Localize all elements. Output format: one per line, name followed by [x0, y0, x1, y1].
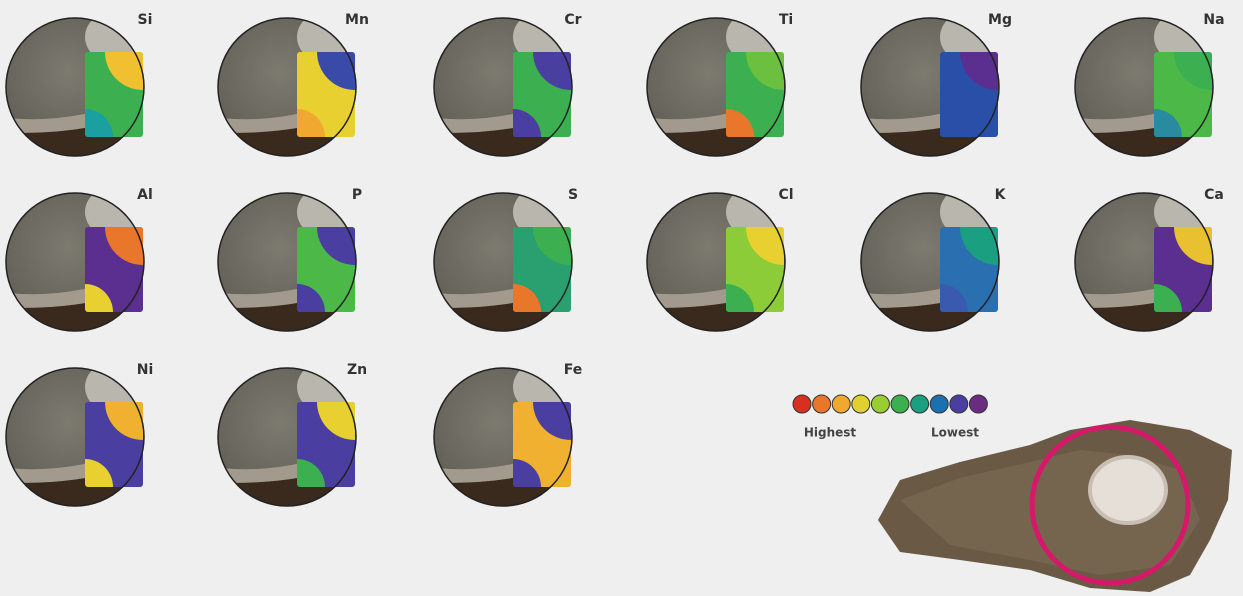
- map-border: [217, 17, 357, 157]
- map-blob: [105, 52, 143, 90]
- map-raster: [85, 227, 143, 312]
- legend-swatch: [851, 394, 871, 414]
- map-raster: [1154, 227, 1212, 312]
- map-border: [646, 17, 786, 157]
- map-border: [433, 192, 573, 332]
- map-blob: [297, 109, 325, 137]
- legend-high: Highest: [804, 426, 857, 440]
- element-label: Zn: [347, 362, 367, 378]
- map-blob: [726, 109, 754, 137]
- element-label: Al: [137, 187, 153, 203]
- map-blob: [297, 284, 325, 312]
- map-blob: [533, 52, 571, 90]
- map-raster: [513, 52, 571, 137]
- element-map: Zn: [217, 362, 367, 507]
- map-blob: [105, 402, 143, 440]
- map-border: [1074, 192, 1214, 332]
- element-map: Mg: [860, 12, 1012, 157]
- legend-low: Lowest: [931, 426, 979, 440]
- element-map: K: [860, 187, 1007, 332]
- element-label: Na: [1203, 12, 1224, 28]
- legend-swatch: [968, 394, 988, 414]
- map-blob: [317, 402, 355, 440]
- map-blob: [960, 227, 998, 265]
- legend-swatch: [792, 394, 812, 414]
- element-map: S: [433, 187, 578, 332]
- map-blob: [513, 459, 541, 487]
- map-blob: [746, 227, 784, 265]
- map-blob: [513, 284, 541, 312]
- element-map: Si: [5, 12, 153, 157]
- map-blob: [85, 284, 113, 312]
- map-blob: [726, 284, 754, 312]
- map-blob: [1174, 227, 1212, 265]
- element-map: P: [217, 187, 362, 332]
- element-label: Si: [138, 12, 153, 28]
- element-map: Mn: [217, 12, 369, 157]
- element-label: Fe: [564, 362, 583, 378]
- map-border: [5, 367, 145, 507]
- map-blob: [1154, 109, 1182, 137]
- map-blob: [85, 109, 113, 137]
- map-border: [5, 17, 145, 157]
- map-blob: [317, 52, 355, 90]
- map-border: [860, 17, 1000, 157]
- element-map: Ti: [646, 12, 793, 157]
- element-map: Ca: [1074, 187, 1224, 332]
- map-blob: [746, 52, 784, 90]
- map-border: [646, 192, 786, 332]
- element-map: Al: [5, 187, 153, 332]
- legend-swatch: [949, 394, 969, 414]
- element-label: Mg: [988, 12, 1012, 28]
- map-blob: [533, 227, 571, 265]
- legend-swatch: [812, 394, 832, 414]
- map-blob: [533, 402, 571, 440]
- element-label: Ca: [1204, 187, 1224, 203]
- legend-swatch: [910, 394, 930, 414]
- legend-swatch: [890, 394, 910, 414]
- element-label: K: [995, 187, 1007, 203]
- map-blob: [1154, 284, 1182, 312]
- map-blob: [85, 459, 113, 487]
- map-border: [217, 192, 357, 332]
- map-blob: [513, 109, 541, 137]
- map-blob: [297, 459, 325, 487]
- legend-swatch: [870, 394, 890, 414]
- map-blob: [960, 52, 998, 90]
- map-border: [1074, 17, 1214, 157]
- element-label: Cl: [778, 187, 793, 203]
- element-label: Mn: [345, 12, 369, 28]
- map-border: [5, 192, 145, 332]
- map-border: [860, 192, 1000, 332]
- element-map: Ni: [5, 362, 154, 507]
- element-label: P: [352, 187, 362, 203]
- element-label: Ni: [137, 362, 154, 378]
- highlight-circle: [1029, 424, 1191, 586]
- map-blob: [940, 109, 968, 137]
- map-blob: [105, 227, 143, 265]
- map-blob: [317, 227, 355, 265]
- map-border: [217, 367, 357, 507]
- map-border: [433, 367, 573, 507]
- element-map: Cl: [646, 187, 794, 332]
- rock-sample: [878, 420, 1232, 592]
- inclusion: [1088, 455, 1168, 525]
- map-blob: [1174, 52, 1212, 90]
- map-blob: [940, 284, 968, 312]
- legend-swatch: [929, 394, 949, 414]
- element-map: Fe: [433, 362, 583, 507]
- element-map: Na: [1074, 12, 1225, 157]
- legend-swatch: [831, 394, 851, 414]
- element-label: Ti: [779, 12, 793, 28]
- legend: [792, 394, 988, 414]
- element-label: Cr: [564, 12, 581, 28]
- map-border: [433, 17, 573, 157]
- element-label: S: [568, 187, 578, 203]
- element-map: Cr: [433, 12, 582, 157]
